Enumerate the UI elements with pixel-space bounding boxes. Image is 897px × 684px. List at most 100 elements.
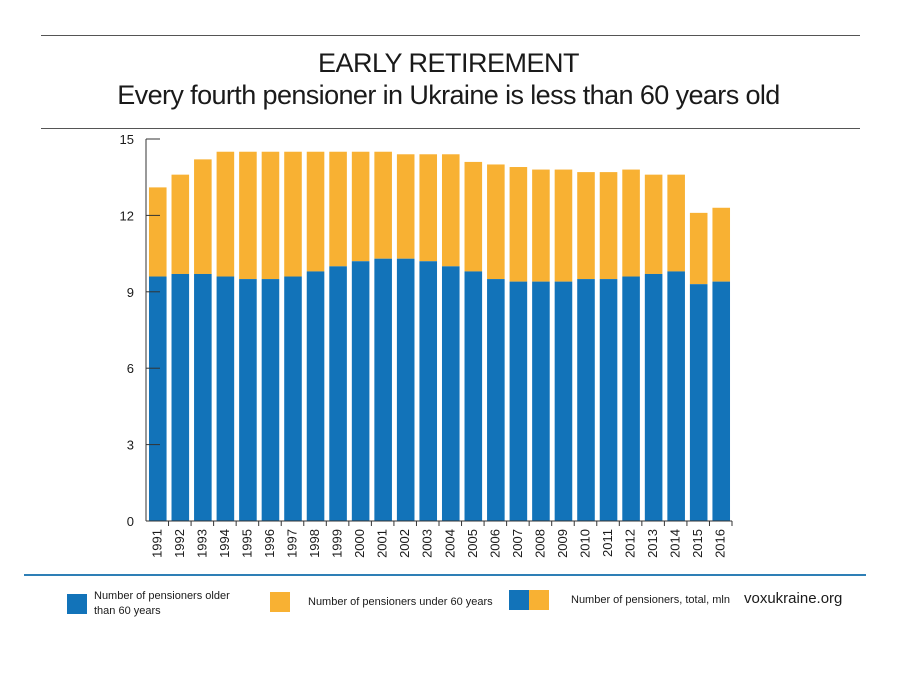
y-tick-label-12: 12 [120, 208, 134, 223]
bar-under-60-2003 [419, 154, 438, 262]
source-credit: voxukraine.org [744, 590, 843, 607]
bar-under-60-2004 [441, 154, 460, 267]
x-tick-label-1997: 1997 [285, 529, 300, 558]
x-tick-label-1992: 1992 [172, 529, 187, 558]
y-tick-label-9: 9 [127, 285, 134, 300]
x-tick-label-2001: 2001 [375, 529, 390, 558]
x-tick-label-2013: 2013 [645, 529, 660, 558]
x-tick-label-1994: 1994 [217, 529, 232, 558]
y-tick-label-3: 3 [127, 438, 134, 453]
bar-under-60-2012 [622, 169, 640, 277]
bar-under-60-2014 [667, 174, 685, 272]
x-tick-label-2008: 2008 [532, 529, 547, 558]
bar-older-60-2014 [667, 271, 685, 521]
bar-under-60-1999 [329, 151, 347, 267]
legend-swatch-older [67, 594, 87, 614]
legend-item-under: Number of pensioners under 60 years [270, 592, 493, 612]
x-tick-label-2007: 2007 [510, 529, 525, 558]
x-tick-label-1996: 1996 [262, 529, 277, 558]
bar-older-60-2010 [577, 279, 595, 521]
bar-older-60-2016 [712, 281, 731, 521]
bar-older-60-2006 [487, 279, 505, 521]
bar-older-60-2004 [441, 266, 460, 521]
x-tick-label-2004: 2004 [442, 529, 457, 558]
x-tick-label-2012: 2012 [623, 529, 638, 558]
bar-older-60-2001 [374, 258, 392, 521]
bar-older-60-2008 [532, 281, 550, 521]
bar-older-60-2013 [644, 273, 663, 521]
legend-rule [24, 574, 866, 576]
bar-older-60-2012 [622, 276, 640, 521]
y-tick-label-0: 0 [127, 514, 134, 529]
bar-older-60-2011 [599, 279, 618, 521]
bar-under-60-1997 [284, 151, 302, 277]
bar-older-60-1995 [239, 279, 257, 521]
x-tick-label-1995: 1995 [239, 529, 254, 558]
x-tick-label-1993: 1993 [194, 529, 209, 558]
bar-under-60-1995 [239, 151, 257, 280]
bar-older-60-1996 [261, 279, 280, 521]
axis-layer: 1991 1992 1993 1994 1995 1996 1997 1998 1999 2000… [120, 132, 733, 558]
bar-under-60-1991 [148, 187, 167, 277]
bar-under-60-1992 [171, 174, 190, 274]
bar-older-60-1991 [148, 276, 167, 521]
x-tick-label-2011: 2011 [600, 529, 615, 557]
bar-older-60-2002 [396, 258, 415, 521]
legend-swatch-under [270, 592, 290, 612]
bar-under-60-2016 [712, 207, 731, 282]
bar-under-60-2013 [644, 174, 663, 274]
bar-under-60-2011 [599, 172, 618, 280]
bar-older-60-1994 [216, 276, 235, 521]
y-tick-label-6: 6 [127, 361, 134, 376]
x-tick-label-2016: 2016 [713, 529, 728, 558]
legend-label-under: Number of pensioners under 60 years [308, 596, 493, 608]
x-tick-label-1999: 1999 [330, 529, 345, 558]
bar-under-60-2015 [689, 212, 708, 285]
bar-under-60-2009 [554, 169, 573, 282]
x-tick-label-2002: 2002 [397, 529, 412, 558]
x-tick-label-2010: 2010 [578, 529, 593, 558]
title-rule [41, 128, 860, 129]
chart-subtitle: Every fourth pensioner in Ukraine is les… [117, 80, 780, 110]
legend-swatch-total [509, 590, 549, 610]
x-tick-label-2005: 2005 [465, 529, 480, 558]
bar-under-60-2007 [509, 167, 528, 282]
bar-under-60-2002 [396, 154, 415, 259]
bar-under-60-2005 [464, 161, 483, 272]
bar-older-60-2003 [419, 261, 438, 521]
y-tick-label-15: 15 [120, 132, 134, 147]
x-tick-label-2006: 2006 [487, 529, 502, 558]
bar-under-60-2006 [487, 164, 505, 280]
bar-older-60-2000 [351, 261, 370, 521]
bar-older-60-1993 [194, 273, 212, 521]
bar-under-60-2010 [577, 172, 595, 280]
legend-item-older: Number of pensioners older than 60 years [67, 589, 239, 619]
bar-older-60-1999 [329, 266, 347, 521]
bar-under-60-1993 [194, 159, 212, 274]
legend-label-older: Number of pensioners older than 60 years [94, 590, 230, 617]
bar-under-60-1996 [261, 151, 280, 280]
bar-older-60-2005 [464, 271, 483, 521]
bar-under-60-1998 [306, 151, 325, 272]
x-tick-label-2009: 2009 [555, 529, 570, 558]
x-tick-label-2015: 2015 [690, 529, 705, 558]
bar-older-60-2015 [689, 284, 708, 521]
bar-older-60-1998 [306, 271, 325, 521]
bars-layer [148, 151, 731, 521]
chart-title: EARLY RETIREMENT [317, 48, 580, 78]
top-rule [41, 35, 860, 36]
x-tick-label-2003: 2003 [420, 529, 435, 558]
bar-under-60-1994 [216, 151, 235, 277]
bar-under-60-2000 [351, 151, 370, 262]
x-tick-label-2014: 2014 [668, 529, 683, 558]
bar-under-60-2008 [532, 169, 550, 282]
legend-label-total: Number of pensioners, total, mln [571, 594, 730, 606]
legend-item-total: Number of pensioners, total, mln [509, 590, 730, 610]
x-tick-label-1998: 1998 [307, 529, 322, 558]
bar-older-60-1992 [171, 273, 190, 521]
bar-older-60-2009 [554, 281, 573, 521]
x-tick-label-2000: 2000 [352, 529, 367, 558]
bar-older-60-1997 [284, 276, 302, 521]
bar-under-60-2001 [374, 151, 392, 259]
